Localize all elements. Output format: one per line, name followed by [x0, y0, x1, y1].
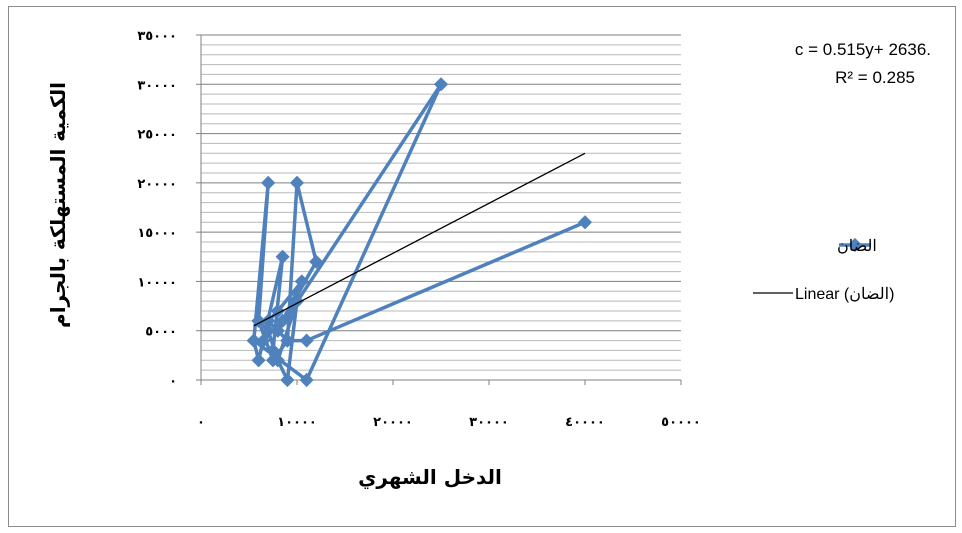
x-tick-labels: ٠ ١٠٠٠٠ ٢٠٠٠٠ ٣٠٠٠٠ ٤٠٠٠٠ ٥٠٠٠٠	[197, 415, 701, 430]
data-point	[577, 215, 593, 230]
data-point	[280, 372, 295, 388]
legend-trendline-label: Linear (الضان)	[795, 286, 894, 303]
data-point	[275, 313, 290, 328]
data-point	[289, 175, 305, 190]
trendline	[253, 152, 586, 327]
chart-svg: ٠ ٥٠٠٠ ١٠٠٠٠ ١٥٠٠٠ ٢٠٠٠٠ ٢٥٠٠٠ ٣٠٠٠٠ ٣٥٠٠٠ ٠ ١٠٠…	[46, 29, 931, 490]
data-point	[256, 333, 271, 348]
chart-area: ٠ ٥٠٠٠ ١٠٠٠٠ ١٥٠٠٠ ٢٠٠٠٠ ٢٥٠٠٠ ٣٠٠٠٠ ٣٥٠٠٠ ٠ ١٠٠…	[8, 6, 956, 527]
x-tick-label: ٣٠٠٠٠	[469, 415, 509, 430]
legend-item-series: الضان	[837, 237, 877, 255]
data-point	[299, 372, 314, 388]
legend-series-label: الضان	[837, 238, 877, 255]
legend-item-trendline: Linear (الضان)	[753, 286, 894, 303]
x-tick-label: ٤٠٠٠٠	[565, 415, 605, 430]
y-tick-label: ١٥٠٠٠	[137, 226, 177, 241]
data-point	[261, 175, 276, 190]
data-point	[270, 323, 285, 338]
y-tick-label: ٠	[169, 374, 177, 389]
trendline-layer	[253, 152, 586, 327]
data-point	[265, 343, 281, 358]
y-tick-label: ٣٠٠٠٠	[137, 78, 177, 93]
x-tick-label: ٢٠٠٠٠	[373, 415, 413, 430]
x-tick-label: ٥٠٠٠٠	[661, 415, 701, 430]
y-tick-label: ١٠٠٠٠	[137, 275, 177, 290]
x-tick-label: ١٠٠٠٠	[277, 415, 317, 430]
data-point	[275, 249, 290, 264]
data-point	[433, 77, 449, 92]
data-point	[280, 333, 295, 348]
data-point	[294, 274, 309, 289]
x-axis-title: الدخل الشهري	[358, 465, 502, 490]
y-tick-labels: ٠ ٥٠٠٠ ١٠٠٠٠ ١٥٠٠٠ ٢٠٠٠٠ ٢٥٠٠٠ ٣٠٠٠٠ ٣٥٠٠٠	[137, 29, 177, 389]
x-tick-label: ٠	[197, 415, 205, 430]
y-tick-label: ٢٥٠٠٠	[137, 128, 177, 143]
equation-label: c = 0.515y+ 2636.	[795, 40, 931, 59]
y-axis-title: الكمية المستهلكة بالجرام	[46, 82, 70, 328]
data-point	[251, 353, 266, 368]
data-point	[309, 254, 324, 269]
series-layer	[246, 77, 593, 388]
data-point	[251, 313, 266, 328]
legend-series-marker	[847, 237, 863, 253]
r-squared-label: R² = 0.285	[835, 68, 915, 87]
data-point	[265, 353, 281, 368]
y-tick-label: ٥٠٠٠	[145, 325, 177, 340]
data-point	[299, 333, 314, 348]
data-point	[246, 333, 261, 348]
y-tick-label: ٣٥٠٠٠	[137, 29, 177, 44]
y-tick-label: ٢٠٠٠٠	[137, 177, 177, 192]
legend: الضان Linear (الضان)	[753, 237, 894, 303]
